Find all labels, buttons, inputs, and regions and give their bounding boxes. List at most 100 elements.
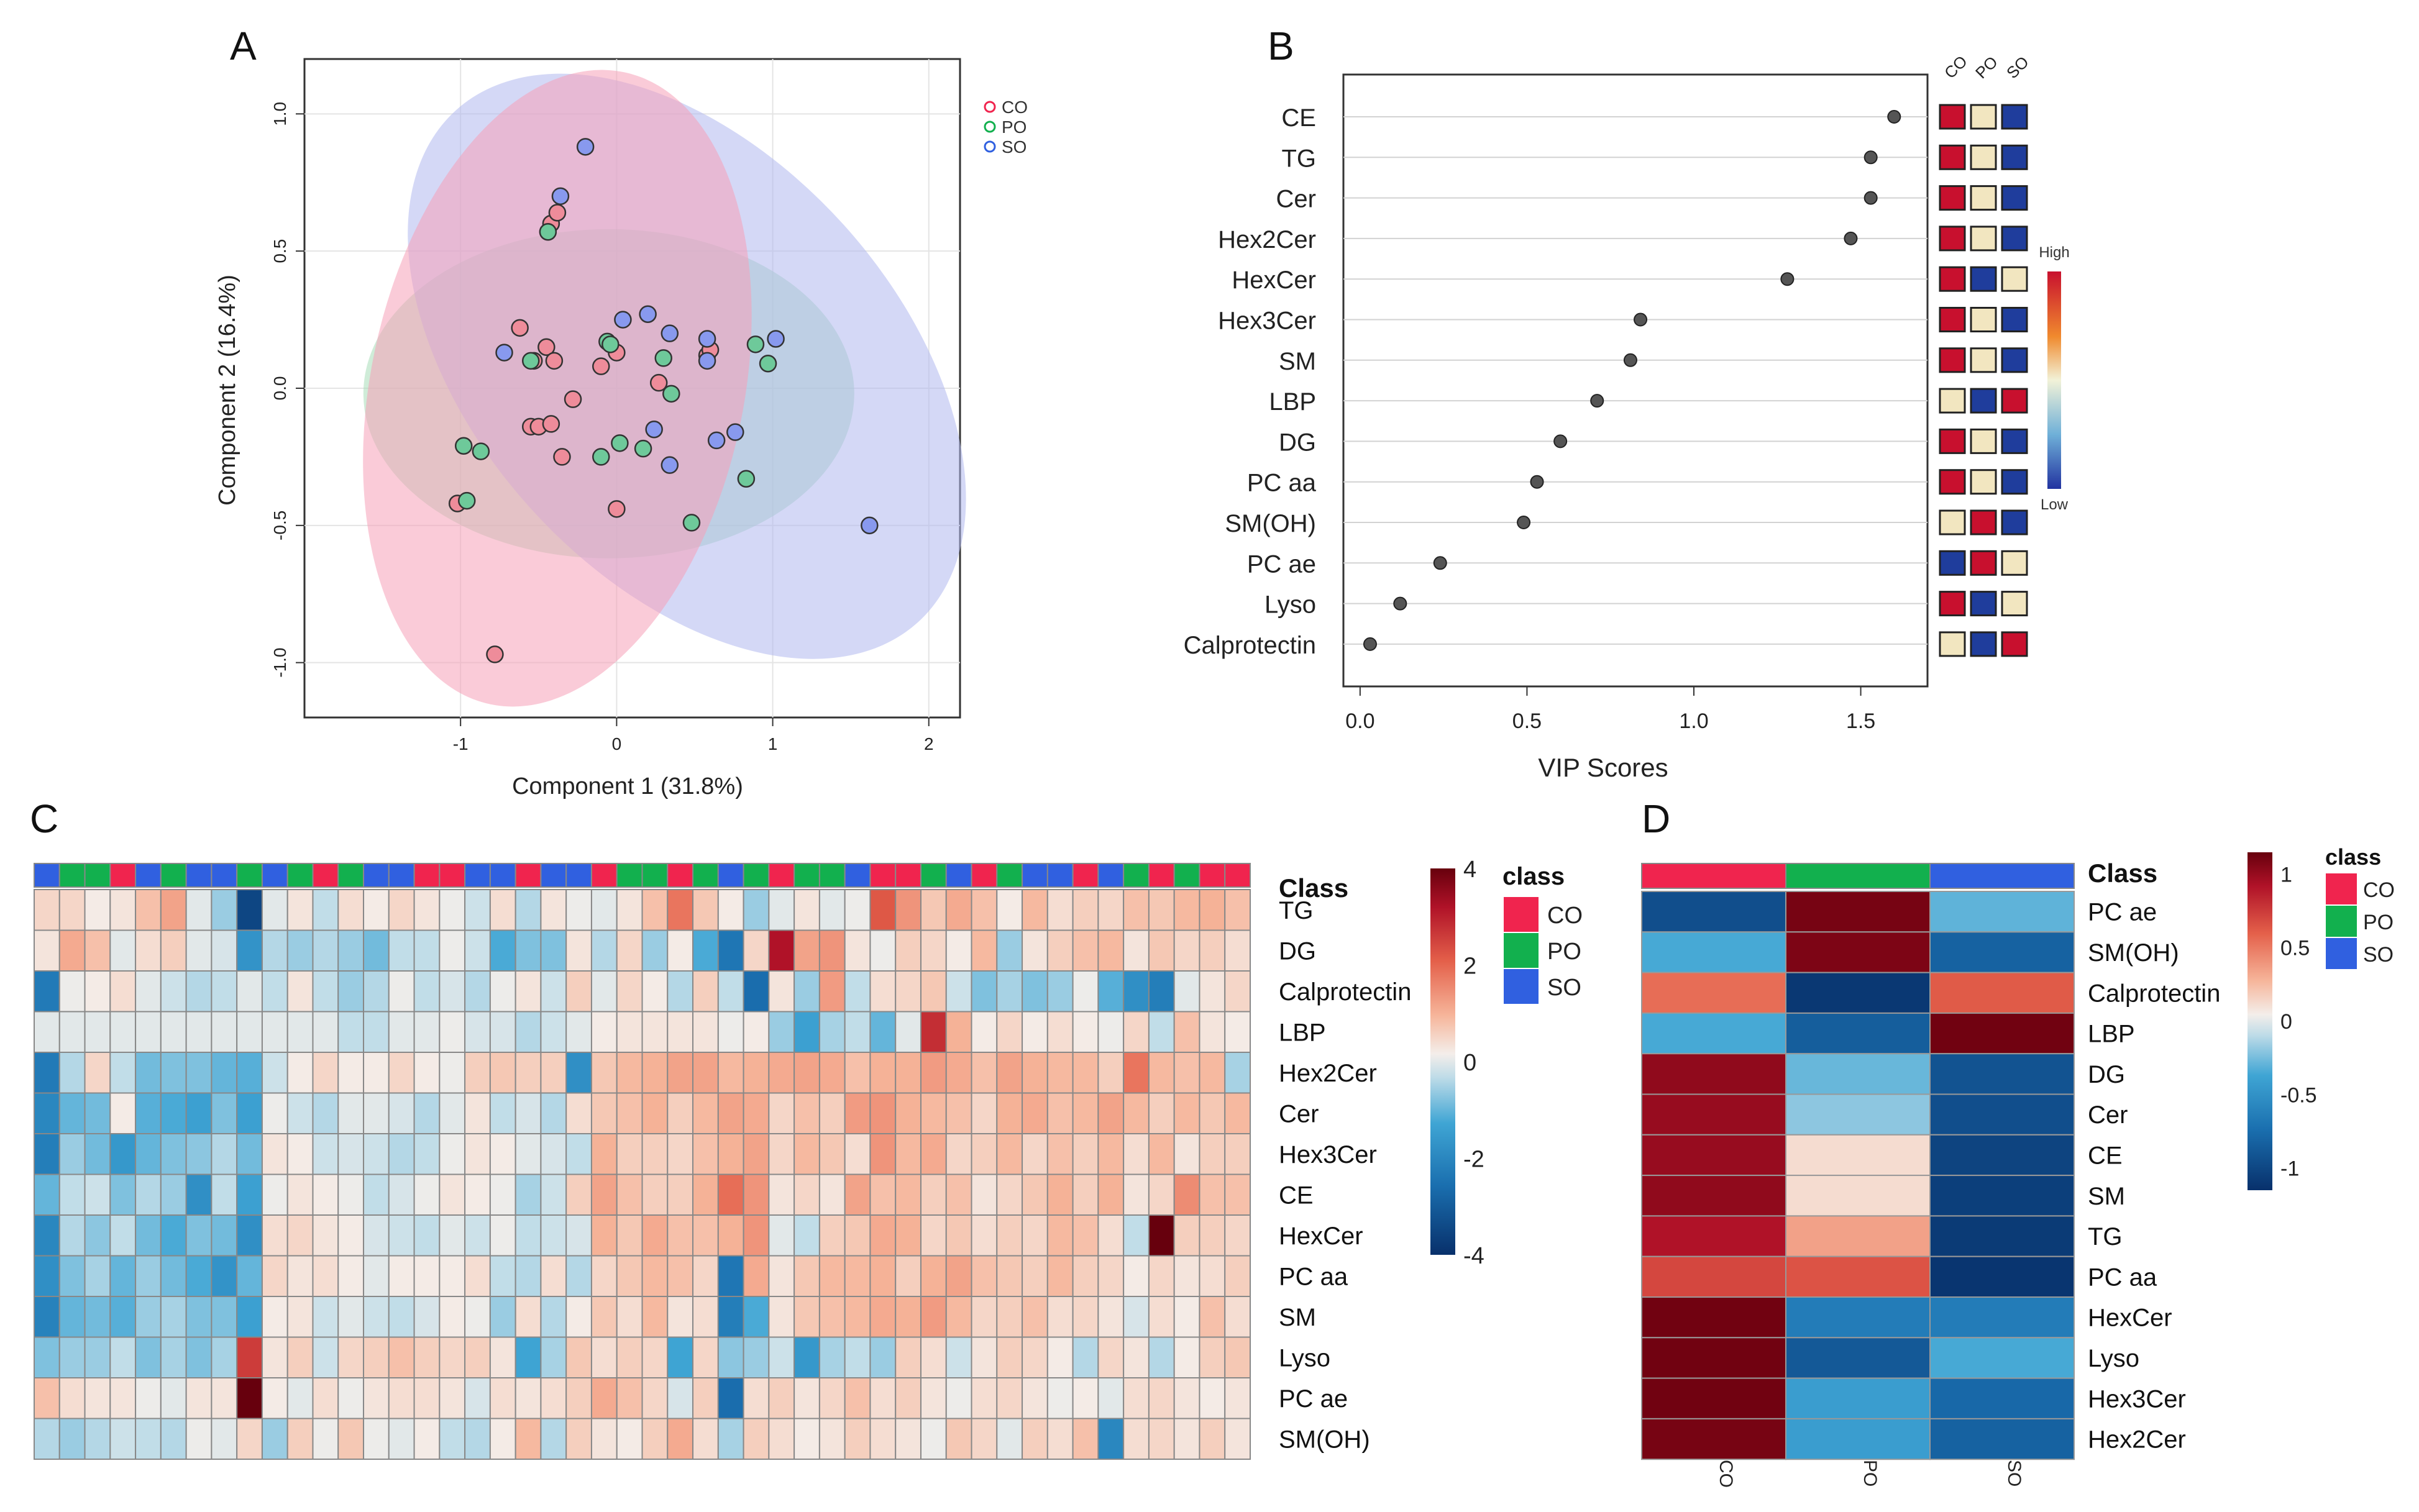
heatmap-cell xyxy=(160,1052,187,1094)
heatmap-cell xyxy=(1022,1296,1048,1338)
heatmap-cell xyxy=(869,1052,897,1094)
group-heatmap-cell xyxy=(1641,1377,1786,1419)
panel-label-b: B xyxy=(1268,24,1294,68)
heatmap-cell xyxy=(768,1418,795,1460)
vip-colorbar xyxy=(2047,271,2061,489)
heatmap-cell xyxy=(1199,1377,1226,1419)
score-point-so xyxy=(707,431,726,450)
heatmap-cell xyxy=(692,970,719,1013)
heatmap-cell xyxy=(337,1011,365,1053)
class-annotation-cell-co xyxy=(971,863,998,888)
score-point-co xyxy=(548,204,567,222)
class-annotation-cell-co xyxy=(109,863,137,888)
heatmap-d-colorbar-tick: -1 xyxy=(2280,1157,2299,1181)
heatmap-cell xyxy=(1123,1418,1150,1460)
heatmap-cell xyxy=(590,970,618,1013)
heatmap-cell xyxy=(667,1092,694,1134)
group-annotation-cell-po xyxy=(1785,863,1931,889)
heatmap-cell xyxy=(996,889,1023,931)
heatmap-cell xyxy=(84,1133,111,1175)
heatmap-cell xyxy=(84,889,111,931)
group-heatmap-cell xyxy=(1929,1418,2075,1460)
group-annotation-cell-so xyxy=(1929,863,2075,889)
heatmap-cell xyxy=(363,1418,390,1460)
heatmap-cell xyxy=(1022,889,1048,931)
heatmap-cell xyxy=(1097,1336,1125,1378)
y-tick-label: 1.0 xyxy=(270,102,290,126)
heatmap-cell xyxy=(717,1173,744,1216)
heatmap-c-colorbar xyxy=(1430,868,1455,1255)
heatmap-cell xyxy=(1224,970,1251,1013)
heatmap-cell xyxy=(84,970,111,1013)
heatmap-cell xyxy=(464,1214,491,1257)
heatmap-cell xyxy=(236,970,263,1013)
heatmap-cell xyxy=(818,1336,846,1378)
heatmap-cell xyxy=(717,1092,744,1134)
vip-score-point xyxy=(1634,312,1648,327)
heatmap-cell xyxy=(388,929,415,972)
heatmap-cell xyxy=(1199,1052,1226,1094)
x-tick-label: 0 xyxy=(612,734,622,754)
heatmap-cell xyxy=(895,1336,921,1378)
vip-feature-label: LBP xyxy=(1269,388,1316,416)
group-heatmap-cell xyxy=(1929,1215,2075,1257)
class-annotation-cell-co xyxy=(667,863,694,888)
heatmap-c-colorbar-tick: 0 xyxy=(1463,1050,1476,1076)
heatmap-cell xyxy=(84,1296,111,1338)
heatmap-cell xyxy=(717,889,744,931)
heatmap-cell xyxy=(464,1011,491,1053)
heatmap-cell xyxy=(768,1092,795,1134)
class-annotation-cell-po xyxy=(160,863,187,888)
heatmap-cell xyxy=(312,929,339,972)
score-point-po xyxy=(654,349,672,367)
heatmap-cell xyxy=(34,1377,60,1419)
heatmap-cell xyxy=(743,1214,770,1257)
score-point-co xyxy=(564,390,582,408)
heatmap-cell xyxy=(337,1336,365,1378)
heatmap-cell xyxy=(489,1173,516,1216)
heatmap-cell xyxy=(1022,970,1048,1013)
heatmap-cell xyxy=(540,1377,567,1419)
heatmap-cell xyxy=(1046,1133,1074,1175)
group-heatmap-cell xyxy=(1641,931,1786,973)
class-annotation-cell-co xyxy=(1072,863,1099,888)
heatmap-cell xyxy=(818,1377,846,1419)
heatmap-cell xyxy=(135,1255,162,1297)
heatmap-cell xyxy=(34,1336,60,1378)
heatmap-cell xyxy=(34,1011,60,1053)
y-tick-label: 0.5 xyxy=(270,239,290,263)
heatmap-cell xyxy=(388,1377,415,1419)
heatmap-cell xyxy=(1148,1173,1175,1216)
heatmap-cell xyxy=(844,929,871,972)
heatmap-cell xyxy=(363,970,390,1013)
heatmap-cell xyxy=(844,970,871,1013)
heatmap-cell xyxy=(540,1255,567,1297)
heatmap-cell xyxy=(185,929,213,972)
heatmap-cell xyxy=(743,1377,770,1419)
heatmap-cell xyxy=(616,1255,643,1297)
heatmap-cell xyxy=(413,1214,441,1257)
heatmap-cell xyxy=(1123,970,1150,1013)
group-heatmap-cell xyxy=(1929,972,2075,1014)
heatmap-cell xyxy=(489,1377,516,1419)
heatmap-cell xyxy=(34,1173,60,1216)
heatmap-cell xyxy=(793,1173,820,1216)
heatmap-cell xyxy=(84,1011,111,1053)
heatmap-cell xyxy=(1224,1011,1251,1053)
heatmap-cell xyxy=(286,1296,314,1338)
heatmap-cell xyxy=(895,1011,921,1053)
class-annotation-cell-po xyxy=(236,863,263,888)
heatmap-cell xyxy=(616,1336,643,1378)
heatmap-cell xyxy=(109,889,137,931)
heatmap-cell xyxy=(135,929,162,972)
heatmap-cell xyxy=(920,1418,947,1460)
heatmap-cell xyxy=(818,1011,846,1053)
heatmap-cell xyxy=(286,970,314,1013)
heatmap-cell xyxy=(945,1133,972,1175)
class-annotation-cell-po xyxy=(996,863,1023,888)
group-heatmap-cell xyxy=(1785,1337,1931,1379)
heatmap-cell xyxy=(1148,1336,1175,1378)
group-heatmap-cell xyxy=(1641,1337,1786,1379)
heatmap-cell xyxy=(160,1296,187,1338)
heatmap-d-legend-label-po: PO xyxy=(2363,911,2394,934)
